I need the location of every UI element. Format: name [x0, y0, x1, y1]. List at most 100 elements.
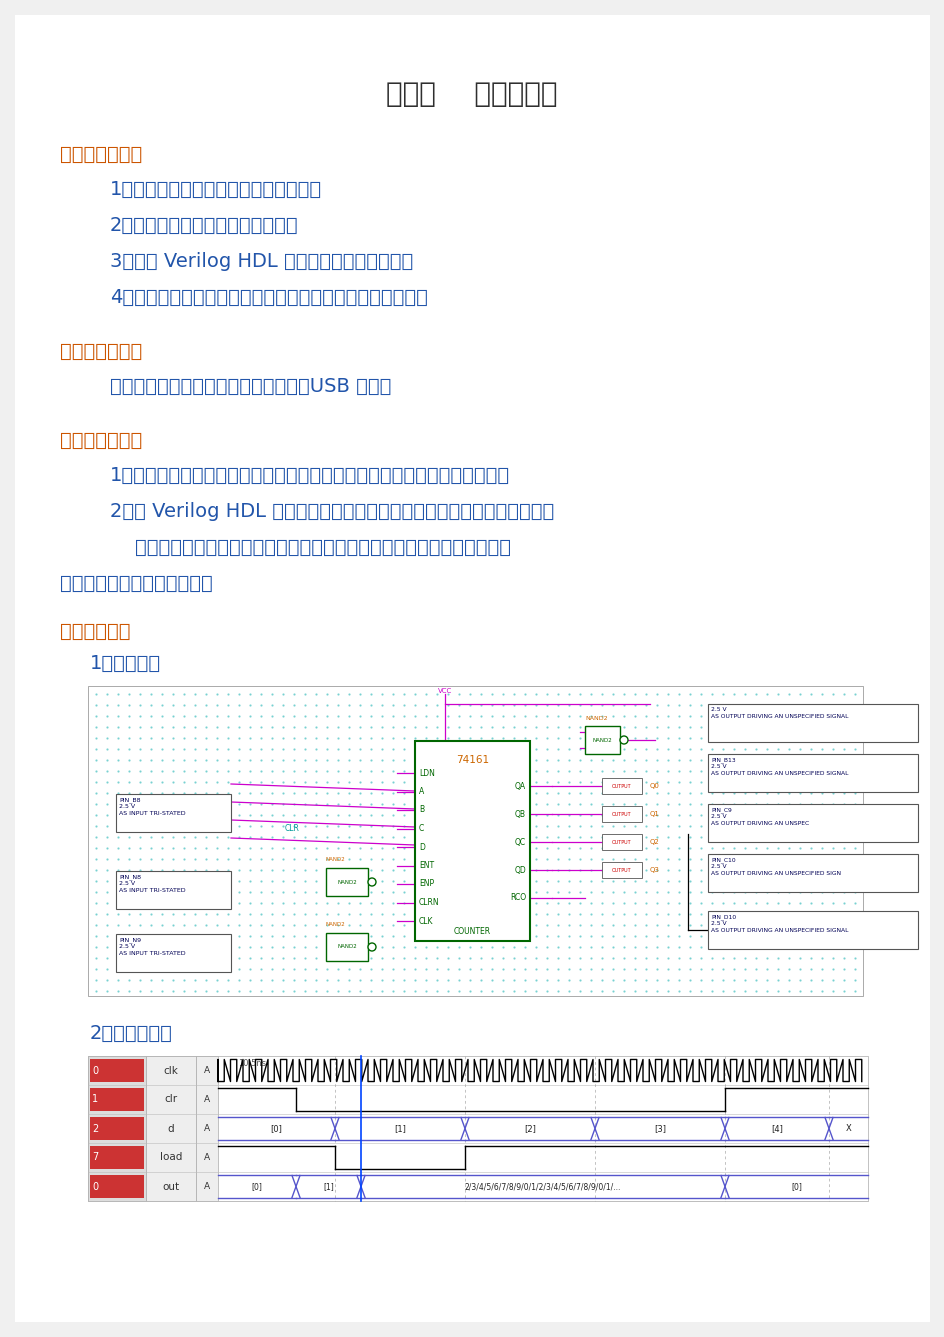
Text: NAND2: NAND2 — [592, 738, 612, 742]
Text: 结果。下载，进行在线测试。: 结果。下载，进行在线测试。 — [59, 574, 212, 594]
Text: 4）进一步熟悉设计流程、熟悉数字系统实验开发箱的使用。: 4）进一步熟悉设计流程、熟悉数字系统实验开发箱的使用。 — [110, 287, 428, 308]
Text: [0]: [0] — [790, 1182, 801, 1191]
Text: QD: QD — [514, 865, 526, 874]
Text: clk: clk — [163, 1066, 178, 1075]
Text: RCO: RCO — [510, 893, 526, 902]
Text: A: A — [204, 1066, 210, 1075]
Text: 2: 2 — [92, 1123, 98, 1134]
Bar — [601, 778, 641, 794]
Text: PIN_D10
2.5 V
AS OUTPUT DRIVING AN UNSPECIFIED SIGNAL: PIN_D10 2.5 V AS OUTPUT DRIVING AN UNSPE… — [710, 915, 848, 933]
Text: PIN_N9
2.5 V
AS INPUT TRI-STATED: PIN_N9 2.5 V AS INPUT TRI-STATED — [119, 937, 185, 956]
Bar — [707, 854, 917, 892]
Text: A: A — [204, 1152, 210, 1162]
Bar — [414, 741, 530, 941]
Text: out: out — [162, 1182, 179, 1191]
Bar — [90, 1175, 143, 1198]
Circle shape — [619, 735, 628, 743]
Bar — [326, 868, 367, 896]
Text: 一、实验目的：: 一、实验目的： — [59, 144, 143, 164]
Text: NAND2: NAND2 — [326, 857, 346, 862]
Text: 实验五    计数器设计: 实验五 计数器设计 — [386, 80, 557, 108]
Text: ENT: ENT — [418, 861, 433, 870]
Text: [1]: [1] — [394, 1124, 406, 1132]
Bar — [90, 1146, 143, 1169]
Bar — [707, 705, 917, 742]
Text: NAND2: NAND2 — [337, 880, 357, 885]
Bar — [707, 910, 917, 949]
Text: QC: QC — [514, 837, 526, 846]
Bar — [601, 862, 641, 878]
Text: PIN_C9
2.5 V
AS OUTPUT DRIVING AN UNSPEC: PIN_C9 2.5 V AS OUTPUT DRIVING AN UNSPEC — [710, 808, 808, 826]
Bar — [88, 1056, 145, 1201]
Text: 2/3/4/5/6/7/8/9/0/1/2/3/4/5/6/7/8/9/0/1/...: 2/3/4/5/6/7/8/9/0/1/2/3/4/5/6/7/8/9/0/1/… — [464, 1182, 620, 1191]
Text: NAND2: NAND2 — [326, 923, 346, 927]
Text: PIN_B8
2.5 V
AS INPUT TRI-STATED: PIN_B8 2.5 V AS INPUT TRI-STATED — [119, 797, 185, 816]
Text: 三、实验内容：: 三、实验内容： — [59, 431, 143, 451]
Text: D: D — [418, 842, 425, 852]
Text: Q3: Q3 — [649, 866, 659, 873]
Bar — [707, 754, 917, 792]
Text: CLR: CLR — [285, 824, 299, 833]
Bar — [601, 806, 641, 822]
Text: A: A — [418, 787, 424, 796]
Bar — [326, 933, 367, 961]
Text: [1]: [1] — [323, 1182, 333, 1191]
Bar — [90, 1059, 143, 1082]
Text: B: B — [418, 805, 424, 814]
Text: OUTPUT: OUTPUT — [612, 868, 632, 873]
Bar — [145, 1056, 195, 1201]
Bar — [90, 1116, 143, 1140]
Text: 7: 7 — [92, 1152, 98, 1162]
Text: [3]: [3] — [653, 1124, 666, 1132]
Text: A: A — [204, 1124, 210, 1132]
Bar — [195, 1056, 218, 1201]
Text: 1）复习计数器的结构组成及工作原理。: 1）复习计数器的结构组成及工作原理。 — [110, 180, 322, 199]
Text: A: A — [204, 1095, 210, 1104]
Text: 1）用图形法设计一个十进制计数器，仿真设计结果。下载，进行在线测试。: 1）用图形法设计一个十进制计数器，仿真设计结果。下载，进行在线测试。 — [110, 467, 510, 485]
Circle shape — [367, 943, 376, 951]
Bar — [601, 834, 641, 850]
Text: CLRN: CLRN — [418, 898, 439, 906]
Text: clr: clr — [164, 1095, 177, 1104]
Bar — [90, 1088, 143, 1111]
Text: PIN_C10
2.5 V
AS OUTPUT DRIVING AN UNSPECIFIED SIGN: PIN_C10 2.5 V AS OUTPUT DRIVING AN UNSPE… — [710, 857, 840, 876]
Text: COUNTER: COUNTER — [453, 927, 491, 936]
Text: [0]: [0] — [251, 1182, 262, 1191]
Text: ENP: ENP — [418, 880, 433, 889]
Text: Q2: Q2 — [649, 840, 659, 845]
Text: 10.5ns: 10.5ns — [238, 1059, 266, 1068]
Text: 数字系统设计试验箱、导线、计算机、USB 接口线: 数字系统设计试验箱、导线、计算机、USB 接口线 — [110, 377, 391, 396]
Bar — [584, 726, 619, 754]
Text: 四、实验截图: 四、实验截图 — [59, 622, 130, 640]
Text: Q0: Q0 — [649, 783, 659, 789]
Text: load: load — [160, 1152, 182, 1162]
Text: d: d — [167, 1123, 174, 1134]
Text: Q1: Q1 — [649, 812, 659, 817]
Text: NAND2: NAND2 — [337, 944, 357, 949]
Circle shape — [367, 878, 376, 886]
Text: 0: 0 — [92, 1066, 98, 1075]
Text: 0: 0 — [92, 1182, 98, 1191]
Text: C: C — [418, 824, 424, 833]
Bar — [116, 870, 230, 909]
Text: 2）用 Verilog HDL 语言设计一个十进制的计数器（要求加法计数；时钟上: 2）用 Verilog HDL 语言设计一个十进制的计数器（要求加法计数；时钟上 — [110, 501, 554, 521]
Text: 升沿触发；异步清零，低电平有效；同步置数，高电平有效），仿真设计: 升沿触发；异步清零，低电平有效；同步置数，高电平有效），仿真设计 — [110, 537, 511, 558]
Text: NAND2: NAND2 — [584, 717, 607, 721]
Text: PIN_B13
2.5 V
AS OUTPUT DRIVING AN UNSPECIFIED SIGNAL: PIN_B13 2.5 V AS OUTPUT DRIVING AN UNSPE… — [710, 757, 848, 775]
Text: 3）掌握 Verilog HDL 语言设计计数器的方法。: 3）掌握 Verilog HDL 语言设计计数器的方法。 — [110, 251, 413, 271]
Text: LDN: LDN — [418, 769, 434, 778]
Text: [2]: [2] — [524, 1124, 535, 1132]
Text: 2）掌握图形法设计计数器的方法。: 2）掌握图形法设计计数器的方法。 — [110, 217, 298, 235]
Text: CLK: CLK — [418, 916, 433, 925]
Text: [0]: [0] — [270, 1124, 282, 1132]
Text: 1）原理图：: 1）原理图： — [90, 654, 161, 673]
Text: OUTPUT: OUTPUT — [612, 783, 632, 789]
Text: QB: QB — [514, 809, 526, 818]
Bar — [707, 804, 917, 842]
Bar — [88, 686, 862, 996]
Text: A: A — [204, 1182, 210, 1191]
Text: QA: QA — [514, 782, 526, 790]
Bar — [116, 935, 230, 972]
Text: 2.5 V
AS OUTPUT DRIVING AN UNSPECIFIED SIGNAL: 2.5 V AS OUTPUT DRIVING AN UNSPECIFIED S… — [710, 707, 848, 718]
Text: OUTPUT: OUTPUT — [612, 840, 632, 845]
